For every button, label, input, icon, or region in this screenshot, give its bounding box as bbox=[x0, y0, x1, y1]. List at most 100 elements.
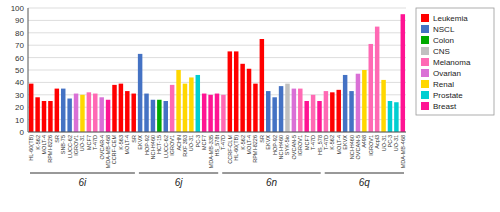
grid-line bbox=[28, 57, 406, 58]
bar bbox=[221, 95, 225, 132]
bar bbox=[215, 94, 219, 132]
bar bbox=[356, 74, 360, 132]
bar bbox=[401, 14, 405, 132]
x-labels: HL-60(TB)K-562MOLT-4RPMI-8226SRSNB-75LUC… bbox=[28, 135, 406, 169]
group-bracket bbox=[222, 173, 321, 174]
group-label: 6i bbox=[79, 177, 88, 188]
x-tick-label: PC-3 bbox=[387, 135, 393, 148]
x-tick-label: MDA-MB-468 bbox=[400, 135, 406, 168]
bar bbox=[304, 101, 308, 132]
x-tick-label: ACHN bbox=[176, 135, 182, 151]
bar bbox=[144, 94, 148, 132]
bar bbox=[29, 84, 33, 132]
legend-label: NSCL bbox=[433, 25, 455, 34]
bar bbox=[138, 54, 142, 132]
bar bbox=[208, 95, 212, 132]
x-tick-label: T-47D bbox=[220, 135, 226, 150]
bar bbox=[170, 85, 174, 132]
legend-label: CNS bbox=[433, 47, 450, 56]
grid-line bbox=[28, 8, 406, 9]
bar bbox=[87, 92, 91, 132]
x-tick-label: MCF7 bbox=[201, 135, 207, 150]
x-tick-label: UO-31 bbox=[79, 135, 85, 151]
legend-swatch bbox=[421, 91, 429, 99]
bar bbox=[253, 84, 257, 132]
x-tick-label: MOLT-4 bbox=[336, 135, 342, 154]
legend-swatch bbox=[421, 36, 429, 44]
x-tick-label: NCl-H460 bbox=[349, 135, 355, 159]
legend-label: Renal bbox=[433, 80, 454, 89]
legend-swatch bbox=[421, 58, 429, 66]
x-tick-label: SR bbox=[131, 135, 137, 143]
bar bbox=[112, 85, 116, 132]
bar bbox=[394, 102, 398, 132]
y-tick-label: 40 bbox=[15, 78, 24, 87]
legend-label: Leukemia bbox=[433, 14, 468, 23]
bar bbox=[362, 70, 366, 132]
x-tick-label: MCF7 bbox=[86, 135, 92, 150]
group-label: 6j bbox=[175, 177, 184, 188]
x-tick-label: IGROV1 bbox=[73, 135, 79, 156]
x-tick-label: OVCAN-5 bbox=[291, 135, 297, 159]
x-tick-label: HL-60(TB) bbox=[28, 135, 34, 161]
x-tick-label: HS_578t bbox=[214, 135, 220, 157]
x-tick-label: MOLT-4 bbox=[246, 135, 252, 154]
bar bbox=[272, 97, 276, 132]
bar bbox=[202, 94, 206, 132]
x-tick-label: LUCC-62 bbox=[163, 135, 169, 158]
bar bbox=[151, 100, 155, 132]
bar bbox=[260, 39, 264, 132]
x-tick-label: K-562 bbox=[329, 135, 335, 150]
x-tick-label: MDA-MB-468 bbox=[105, 135, 111, 168]
x-tick-label: MOLT-4 bbox=[124, 135, 130, 154]
bar bbox=[183, 84, 187, 132]
group-label: 6q bbox=[359, 177, 371, 188]
bar bbox=[369, 44, 373, 132]
x-tick-label: RPMI-8226 bbox=[47, 135, 53, 163]
grid-line bbox=[28, 70, 406, 71]
bar bbox=[74, 94, 78, 132]
y-tick-label: 80 bbox=[15, 29, 24, 38]
x-tick-label: IGROV1 bbox=[169, 135, 175, 156]
x-tick-label: EKVX bbox=[137, 135, 143, 150]
group-label: 6n bbox=[266, 177, 278, 188]
bar bbox=[298, 89, 302, 132]
bar bbox=[119, 84, 123, 132]
bar bbox=[176, 70, 180, 132]
bar bbox=[285, 84, 289, 132]
grid-line bbox=[28, 132, 406, 133]
legend-swatch bbox=[421, 69, 429, 77]
bar bbox=[61, 89, 65, 132]
x-tick-label: K-562 bbox=[35, 135, 41, 150]
x-tick-label: MOLT-4 bbox=[41, 135, 47, 154]
bar bbox=[125, 91, 129, 132]
x-tick-label: OVCAR-4 bbox=[99, 135, 105, 159]
x-tick-label: IGROV1 bbox=[297, 135, 303, 156]
legend-label: Breast bbox=[433, 102, 457, 111]
y-tick-label: 50 bbox=[15, 66, 24, 75]
chart: 0102030405060708090100HL-60(TB)K-562MOLT… bbox=[0, 0, 500, 212]
x-tick-label: Acpl3 bbox=[374, 135, 380, 149]
bar bbox=[196, 75, 200, 132]
y-tick-label: 100 bbox=[11, 4, 25, 13]
group-bracket bbox=[325, 173, 404, 174]
legend-swatch bbox=[421, 80, 429, 88]
legend-label: Melanoma bbox=[433, 58, 471, 67]
bar bbox=[381, 80, 385, 132]
x-tick-label: SYK-5io bbox=[284, 135, 290, 155]
bar bbox=[67, 99, 71, 132]
bar bbox=[336, 90, 340, 132]
y-tick-label: 0 bbox=[20, 128, 25, 137]
bar bbox=[48, 101, 52, 132]
x-tick-label: T-47D bbox=[92, 135, 98, 150]
legend-label: Prostate bbox=[433, 91, 463, 100]
legend-label: Ovarian bbox=[433, 69, 461, 78]
x-tick-label: K-563 bbox=[118, 135, 124, 150]
y-tick-label: 30 bbox=[15, 91, 24, 100]
x-tick-label: UO-31 bbox=[381, 135, 387, 151]
legend-swatch bbox=[421, 25, 429, 33]
x-tick-label: SR bbox=[259, 135, 265, 143]
bar bbox=[330, 92, 334, 132]
grid bbox=[28, 8, 406, 132]
bar bbox=[349, 91, 353, 132]
